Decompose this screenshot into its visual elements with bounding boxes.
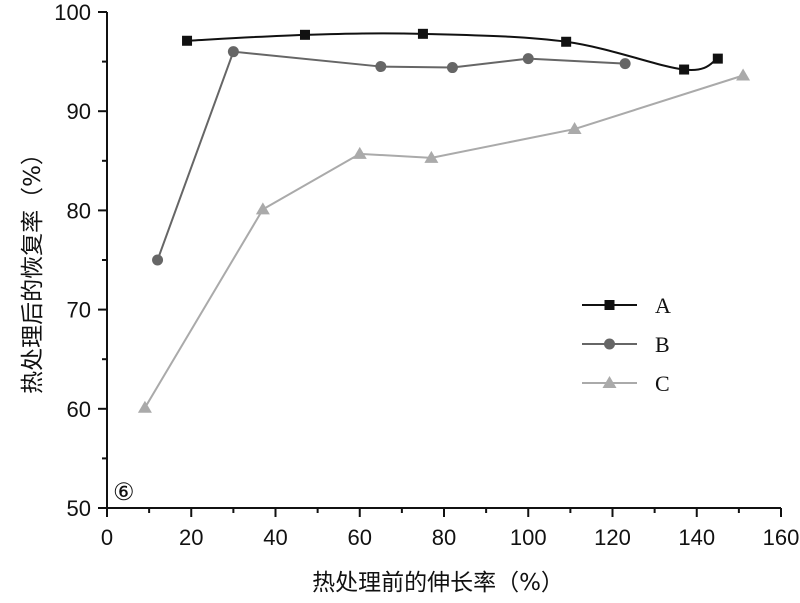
series-a-point [299,29,310,40]
legend-item-b: B [582,332,670,357]
y-axis-title: 热处理后的恢复率（%） [20,142,46,394]
x-tick-label: 160 [763,525,800,550]
series-a-point [417,28,428,39]
panel-label: ⑥ [113,480,135,506]
x-axis-title: 热处理前的伸长率（%） [312,570,564,596]
series-b-point [375,61,387,73]
legend-marker-b [604,338,615,350]
series-c-point [567,122,582,135]
x-tick-label: 100 [510,525,547,550]
y-tick-label: 70 [67,298,91,323]
y-tick-label: 80 [67,198,91,223]
x-tick-label: 20 [179,525,203,550]
series-c-point [352,146,367,159]
y-tick-label: 60 [67,397,91,422]
x-tick-label: 120 [594,525,631,550]
axes: 0 20 40 60 80 100 120 140 160 50 60 70 80 90 100 [54,0,799,550]
x-tick-label: 60 [348,525,372,550]
legend-label-c: C [655,371,670,396]
legend-label-a: A [655,293,671,318]
legend-label-b: B [655,332,670,357]
series-a-point [182,35,193,46]
legend: ABC [582,293,671,396]
x-tick-label: 140 [678,525,715,550]
series-b-point [446,62,458,74]
x-tick-label: 0 [101,525,113,550]
legend-marker-a [604,300,615,310]
y-tick-label: 50 [67,496,91,521]
series-c [137,68,751,413]
x-tick-label: 40 [263,525,287,550]
series-b-point [522,53,534,65]
series-c-point [736,68,751,81]
series-c-point [424,150,439,163]
series-a-point [561,36,572,47]
series-c-line [144,74,744,409]
series-a [182,28,723,75]
x-tick-label: 80 [432,525,456,550]
legend-item-c: C [582,371,670,396]
series-b-point [227,46,239,58]
y-tick-label: 100 [54,0,91,25]
legend-marker-c [602,376,617,388]
series-b-point [619,58,631,70]
series-c-point [255,202,270,215]
series-layer [137,28,751,413]
series-b-point [152,254,164,266]
series-b-line [156,50,626,261]
legend-item-a: A [582,293,671,318]
y-tick-label: 90 [67,99,91,124]
series-a-point [712,53,723,64]
series-c-point [137,400,152,413]
series-a-point [679,64,690,75]
series-b [152,46,631,266]
